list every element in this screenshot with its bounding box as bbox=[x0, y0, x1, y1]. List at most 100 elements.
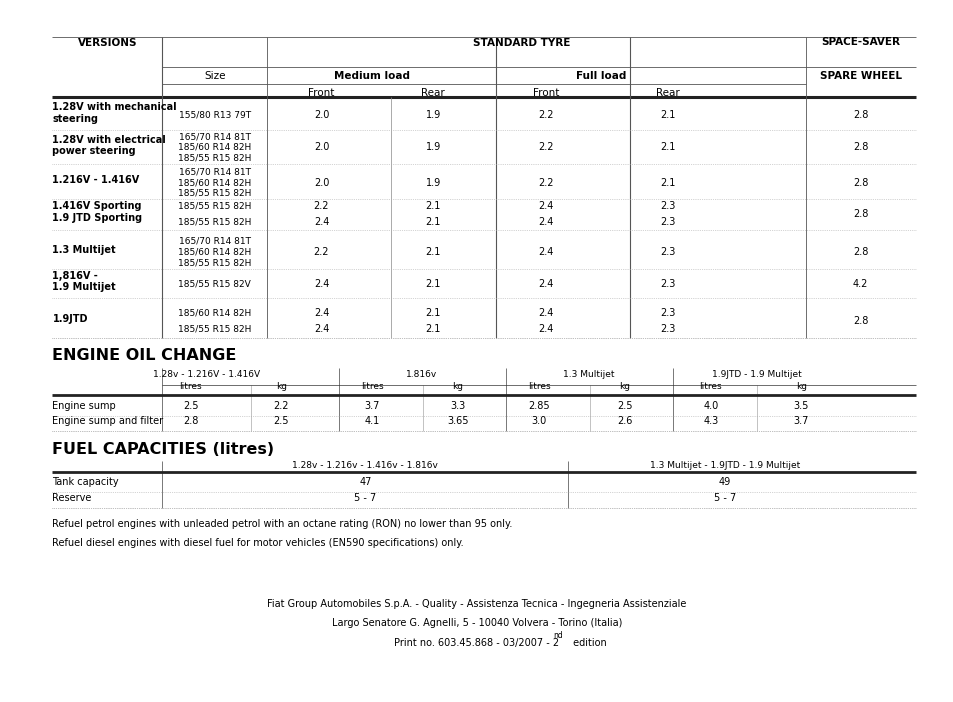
Text: 2.4: 2.4 bbox=[537, 217, 553, 227]
Text: 1.9JTD: 1.9JTD bbox=[52, 314, 88, 324]
Text: 2.8: 2.8 bbox=[852, 316, 867, 326]
Text: 1.28V with mechanical
steering: 1.28V with mechanical steering bbox=[52, 102, 177, 124]
Text: 185/55 R15 82H: 185/55 R15 82H bbox=[178, 218, 251, 227]
Text: 1.3 Multijet: 1.3 Multijet bbox=[52, 245, 116, 255]
Text: ENGINE OIL CHANGE: ENGINE OIL CHANGE bbox=[52, 348, 236, 364]
Text: 2.5: 2.5 bbox=[183, 402, 198, 411]
Text: 185/60 R14 82H: 185/60 R14 82H bbox=[178, 248, 251, 256]
Text: 2.4: 2.4 bbox=[537, 324, 553, 334]
Text: 185/55 R15 82H: 185/55 R15 82H bbox=[178, 154, 251, 163]
Text: Print no. 603.45.868 - 03/2007 - 2: Print no. 603.45.868 - 03/2007 - 2 bbox=[394, 638, 559, 648]
Text: 2.4: 2.4 bbox=[314, 307, 329, 318]
Text: 2.1: 2.1 bbox=[659, 110, 675, 120]
Text: 165/70 R14 81T: 165/70 R14 81T bbox=[178, 132, 251, 141]
Text: SPACE-SAVER: SPACE-SAVER bbox=[821, 37, 899, 47]
Text: Front: Front bbox=[532, 88, 558, 98]
Text: kg: kg bbox=[618, 383, 630, 391]
Text: Full load: Full load bbox=[576, 71, 625, 81]
Text: 2.3: 2.3 bbox=[659, 324, 675, 334]
Text: 1.28v - 1.216V - 1.416V: 1.28v - 1.216V - 1.416V bbox=[152, 371, 259, 379]
Text: 2.1: 2.1 bbox=[659, 178, 675, 187]
Text: Medium load: Medium load bbox=[334, 71, 410, 81]
Text: 49: 49 bbox=[719, 477, 730, 487]
Text: 2.3: 2.3 bbox=[659, 247, 675, 257]
Text: 2.3: 2.3 bbox=[659, 279, 675, 289]
Text: 5 - 7: 5 - 7 bbox=[713, 493, 736, 503]
Text: 1.9: 1.9 bbox=[425, 143, 440, 152]
Text: 2.1: 2.1 bbox=[425, 307, 440, 318]
Text: 1.28V with electrical
power steering: 1.28V with electrical power steering bbox=[52, 135, 166, 156]
Text: 2.85: 2.85 bbox=[528, 402, 549, 411]
Text: 1.9: 1.9 bbox=[425, 178, 440, 187]
Text: 2.0: 2.0 bbox=[314, 110, 329, 120]
Text: VERSIONS: VERSIONS bbox=[78, 38, 137, 48]
Text: 185/60 R14 82H: 185/60 R14 82H bbox=[178, 308, 251, 317]
Text: 1,816V -
1.9 Multijet: 1,816V - 1.9 Multijet bbox=[52, 271, 116, 292]
Text: Refuel petrol engines with unleaded petrol with an octane rating (RON) no lower : Refuel petrol engines with unleaded petr… bbox=[52, 519, 513, 529]
Text: kg: kg bbox=[452, 383, 463, 391]
Text: litres: litres bbox=[699, 383, 721, 391]
Text: 2.8: 2.8 bbox=[852, 209, 867, 219]
Text: Tank capacity: Tank capacity bbox=[52, 477, 119, 487]
Text: 2.4: 2.4 bbox=[314, 324, 329, 334]
Text: Largo Senatore G. Agnelli, 5 - 10040 Volvera - Torino (Italia): Largo Senatore G. Agnelli, 5 - 10040 Vol… bbox=[332, 618, 621, 628]
Text: 3.3: 3.3 bbox=[450, 402, 465, 411]
Text: kg: kg bbox=[275, 383, 287, 391]
Text: 2.0: 2.0 bbox=[314, 143, 329, 152]
Text: litres: litres bbox=[179, 383, 202, 391]
Text: edition: edition bbox=[570, 638, 607, 648]
Text: 2.1: 2.1 bbox=[425, 201, 440, 211]
Text: 3.65: 3.65 bbox=[447, 416, 468, 426]
Text: STANDARD TYRE: STANDARD TYRE bbox=[473, 38, 570, 48]
Text: 2.1: 2.1 bbox=[425, 279, 440, 289]
Text: Front: Front bbox=[308, 88, 335, 98]
Text: 185/55 R15 82H: 185/55 R15 82H bbox=[178, 189, 251, 198]
Text: 2.4: 2.4 bbox=[314, 217, 329, 227]
Text: 2.1: 2.1 bbox=[425, 324, 440, 334]
Text: Reserve: Reserve bbox=[52, 493, 91, 503]
Text: 2.8: 2.8 bbox=[852, 247, 867, 257]
Text: 5 - 7: 5 - 7 bbox=[354, 493, 376, 503]
Text: SPARE WHEEL: SPARE WHEEL bbox=[819, 71, 901, 81]
Text: 2.2: 2.2 bbox=[537, 110, 553, 120]
Text: 2.1: 2.1 bbox=[425, 247, 440, 257]
Text: litres: litres bbox=[360, 383, 383, 391]
Text: 185/55 R15 82V: 185/55 R15 82V bbox=[178, 279, 251, 288]
Text: 2.8: 2.8 bbox=[852, 143, 867, 152]
Text: 185/55 R15 82H: 185/55 R15 82H bbox=[178, 258, 251, 267]
Text: Engine sump and filter: Engine sump and filter bbox=[52, 416, 163, 426]
Text: 2.2: 2.2 bbox=[537, 143, 553, 152]
Text: 2.4: 2.4 bbox=[537, 247, 553, 257]
Text: 4.3: 4.3 bbox=[702, 416, 718, 426]
Text: 2.0: 2.0 bbox=[314, 178, 329, 187]
Text: 4.1: 4.1 bbox=[364, 416, 379, 426]
Text: 3.7: 3.7 bbox=[364, 402, 379, 411]
Text: Rear: Rear bbox=[656, 88, 679, 98]
Text: Fiat Group Automobiles S.p.A. - Quality - Assistenza Tecnica - Ingegneria Assist: Fiat Group Automobiles S.p.A. - Quality … bbox=[267, 599, 686, 609]
Text: 1.28v - 1.216v - 1.416v - 1.816v: 1.28v - 1.216v - 1.416v - 1.816v bbox=[293, 461, 437, 470]
Text: 1.3 Multijet: 1.3 Multijet bbox=[562, 371, 614, 379]
Text: nd: nd bbox=[553, 631, 562, 640]
Text: FUEL CAPACITIES (litres): FUEL CAPACITIES (litres) bbox=[52, 442, 274, 457]
Text: 1.416V Sporting
1.9 JTD Sporting: 1.416V Sporting 1.9 JTD Sporting bbox=[52, 201, 142, 223]
Text: 185/60 R14 82H: 185/60 R14 82H bbox=[178, 178, 251, 187]
Text: 165/70 R14 81T: 165/70 R14 81T bbox=[178, 237, 251, 246]
Text: 3.0: 3.0 bbox=[531, 416, 546, 426]
Text: 1.9: 1.9 bbox=[425, 110, 440, 120]
Text: 4.2: 4.2 bbox=[852, 279, 867, 289]
Text: 2.8: 2.8 bbox=[852, 178, 867, 187]
Text: 185/60 R14 82H: 185/60 R14 82H bbox=[178, 143, 251, 152]
Text: 165/70 R14 81T: 165/70 R14 81T bbox=[178, 167, 251, 176]
Text: 2.2: 2.2 bbox=[274, 402, 289, 411]
Text: 2.2: 2.2 bbox=[314, 247, 329, 257]
Text: 2.3: 2.3 bbox=[659, 307, 675, 318]
Text: 2.1: 2.1 bbox=[659, 143, 675, 152]
Text: 3.7: 3.7 bbox=[793, 416, 808, 426]
Text: 185/55 R15 82H: 185/55 R15 82H bbox=[178, 201, 251, 211]
Text: 2.4: 2.4 bbox=[537, 279, 553, 289]
Text: 2.4: 2.4 bbox=[314, 279, 329, 289]
Text: 155/80 R13 79T: 155/80 R13 79T bbox=[178, 111, 251, 119]
Text: 47: 47 bbox=[359, 477, 371, 487]
Text: 185/55 R15 82H: 185/55 R15 82H bbox=[178, 324, 251, 333]
Text: 1.9JTD - 1.9 Multijet: 1.9JTD - 1.9 Multijet bbox=[711, 371, 801, 379]
